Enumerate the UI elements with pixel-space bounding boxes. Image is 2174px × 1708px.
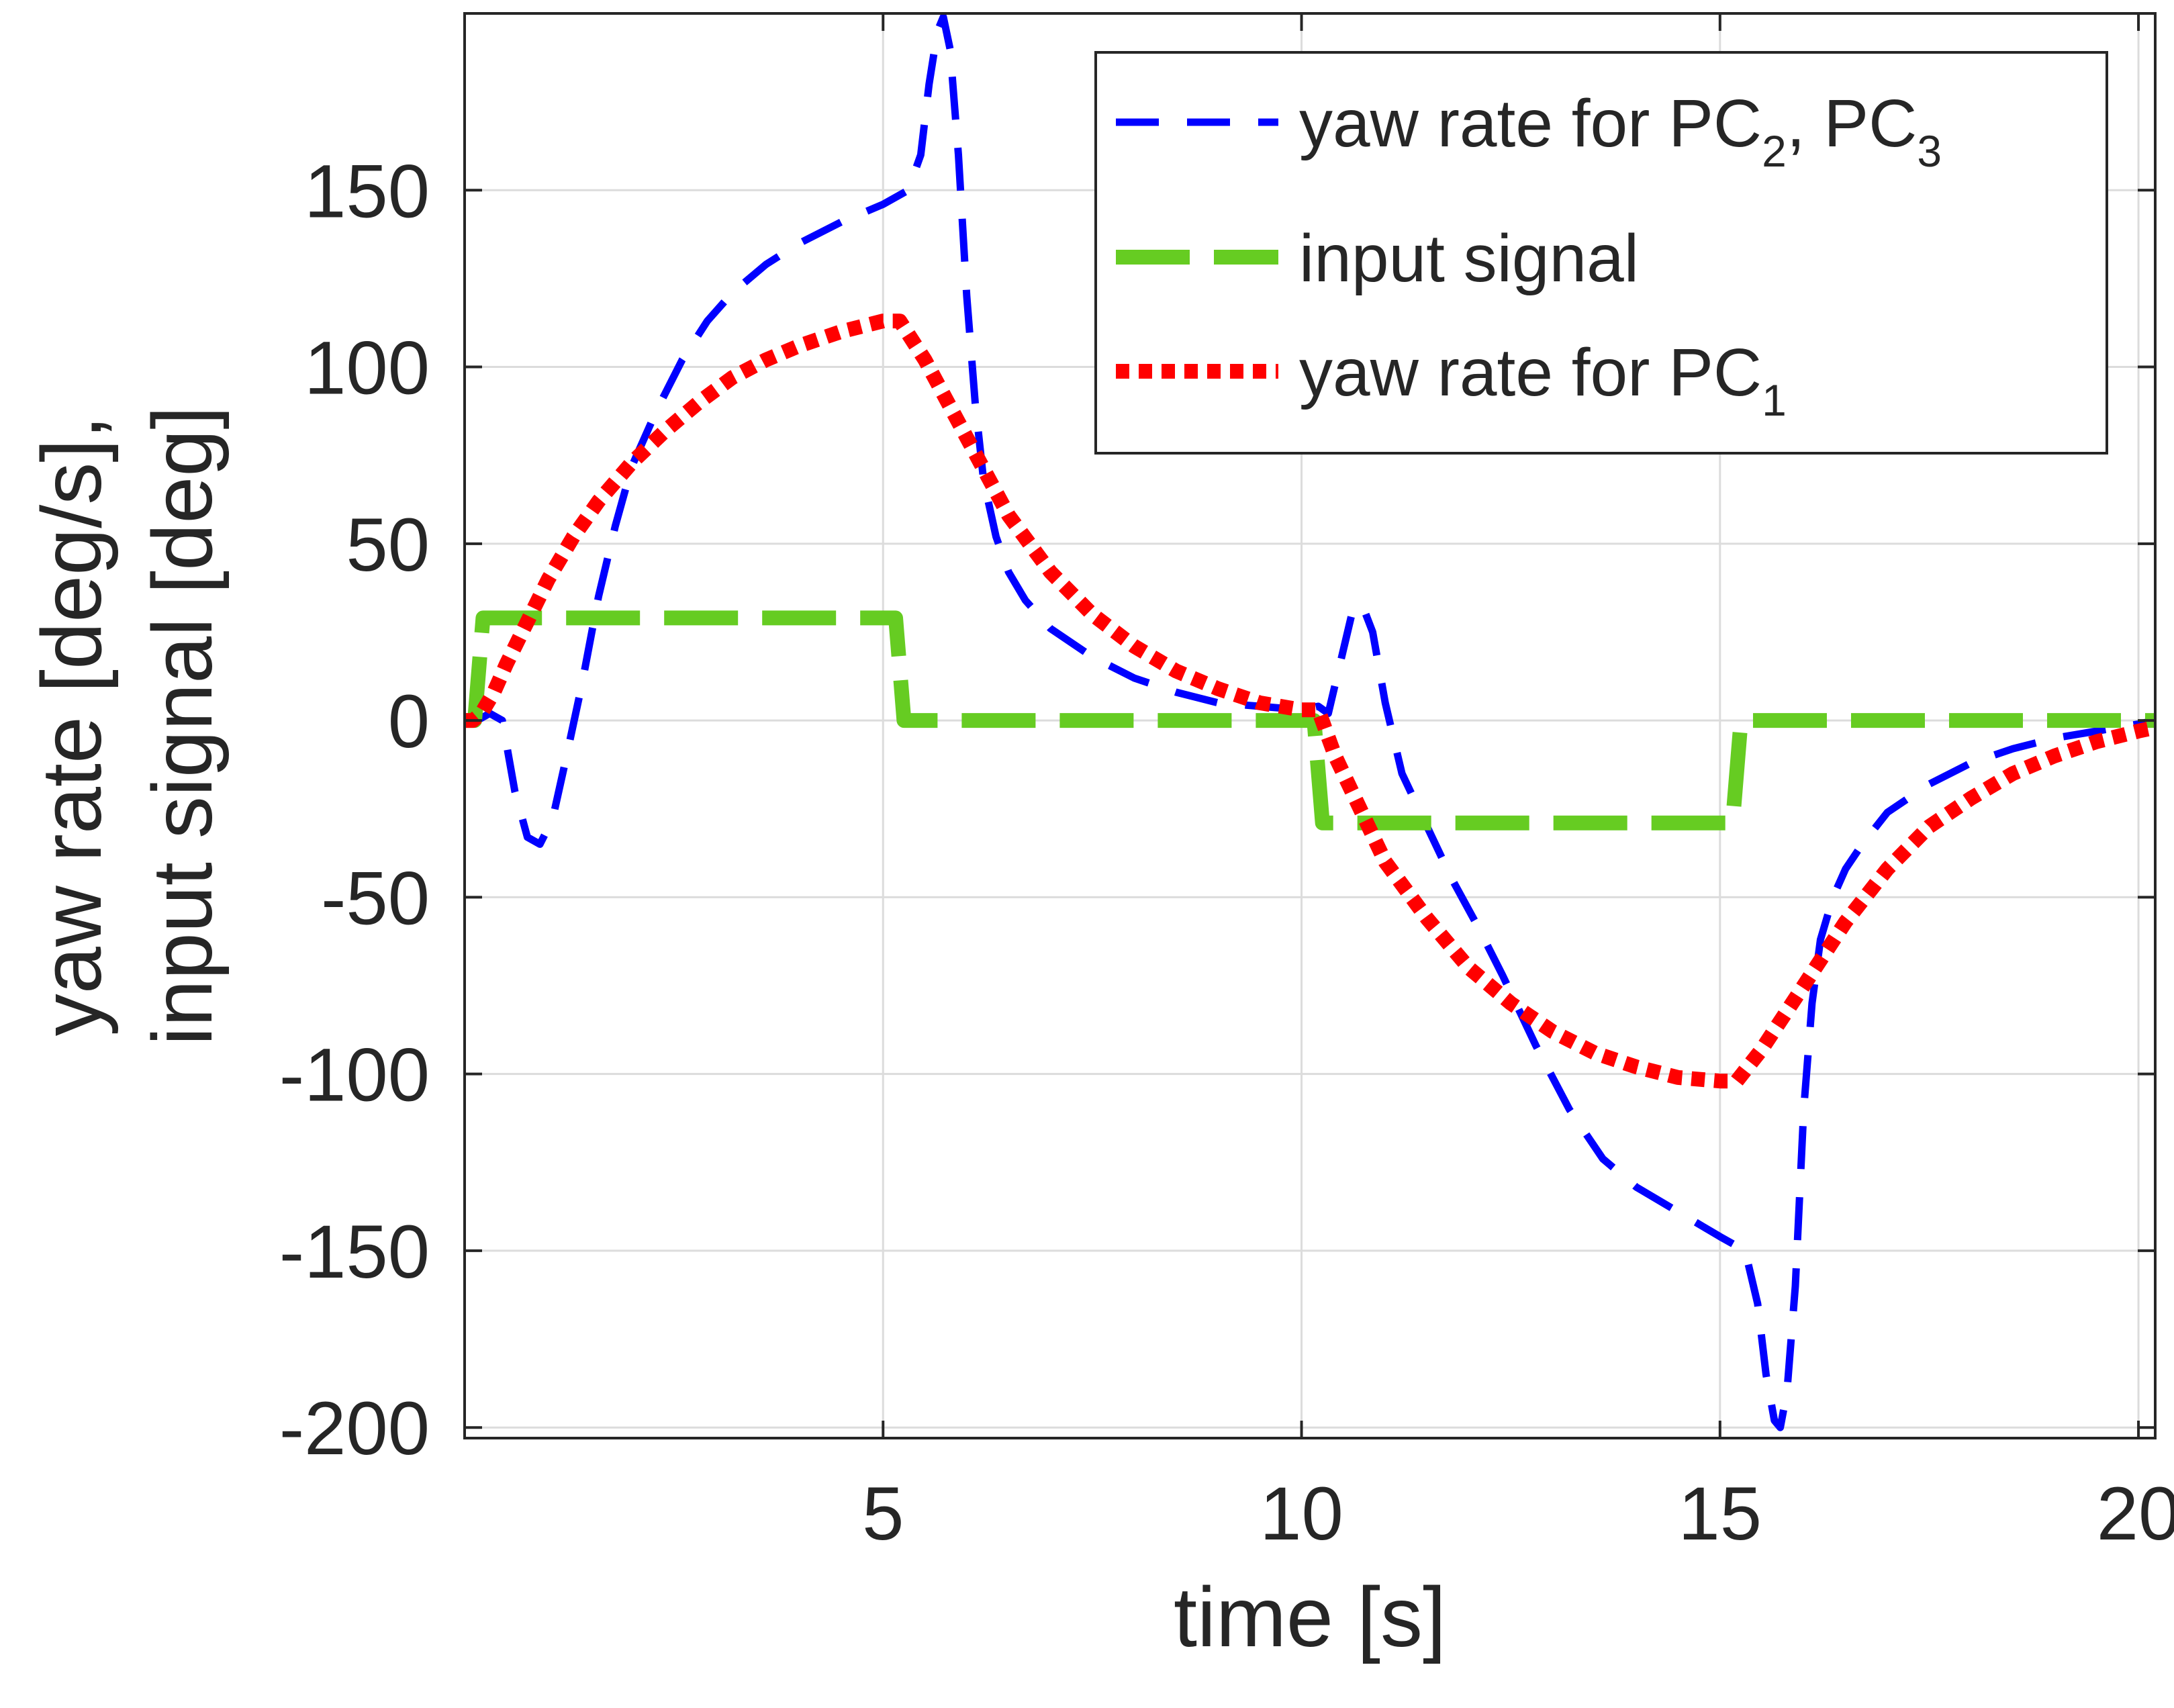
y-tick-label: 0 — [388, 679, 430, 763]
legend-label-pc1-main: yaw rate for PC — [1299, 335, 1762, 410]
axes-box — [463, 12, 2157, 1439]
x-tick-label: 5 — [862, 1472, 904, 1556]
series-yaw-rate-pc1 — [465, 314, 2155, 1089]
legend-label-input-signal: input signal — [1299, 221, 1639, 296]
legend: yaw rate for PC2, PC3 input signal yaw r… — [1094, 51, 2108, 455]
x-tick-label: 20 — [2097, 1472, 2174, 1556]
y-tick-label: -150 — [279, 1210, 430, 1294]
legend-label-pc1-sub: 1 — [1762, 375, 1787, 425]
legend-label-pc3-sub: 3 — [1917, 126, 1942, 176]
y-axis-label-line-2: input signal [deg] — [135, 406, 230, 1046]
x-tick-label: 10 — [1260, 1472, 1343, 1556]
y-tick-label: -100 — [279, 1033, 430, 1117]
legend-label-pc2-sub: 2 — [1762, 126, 1787, 176]
axis-ticks: 5 10 15 20 150 100 50 0 -50 -100 -150 -200 — [279, 13, 2174, 1556]
y-tick-label: 100 — [304, 326, 430, 410]
y-tick-label: -50 — [321, 856, 430, 940]
legend-label-pc2-pc3-main: yaw rate for PC — [1299, 86, 1762, 161]
series-lines — [465, 13, 2155, 1431]
legend-label-pc1: yaw rate for PC1 — [1299, 335, 1787, 425]
y-tick-label: -200 — [279, 1386, 430, 1470]
legend-label-pc2-pc3: yaw rate for PC2, PC3 — [1299, 86, 1942, 176]
y-tick-label: 150 — [304, 149, 430, 233]
x-axis-label: time [s] — [1174, 1570, 1446, 1664]
y-tick-label: 50 — [346, 503, 430, 587]
y-axis-label-line-1: yaw rate [deg/s], — [24, 416, 119, 1036]
legend-label-pc3-prefix: , PC — [1787, 86, 1917, 161]
series-input-signal — [465, 610, 2155, 831]
x-tick-label: 15 — [1679, 1472, 1762, 1556]
